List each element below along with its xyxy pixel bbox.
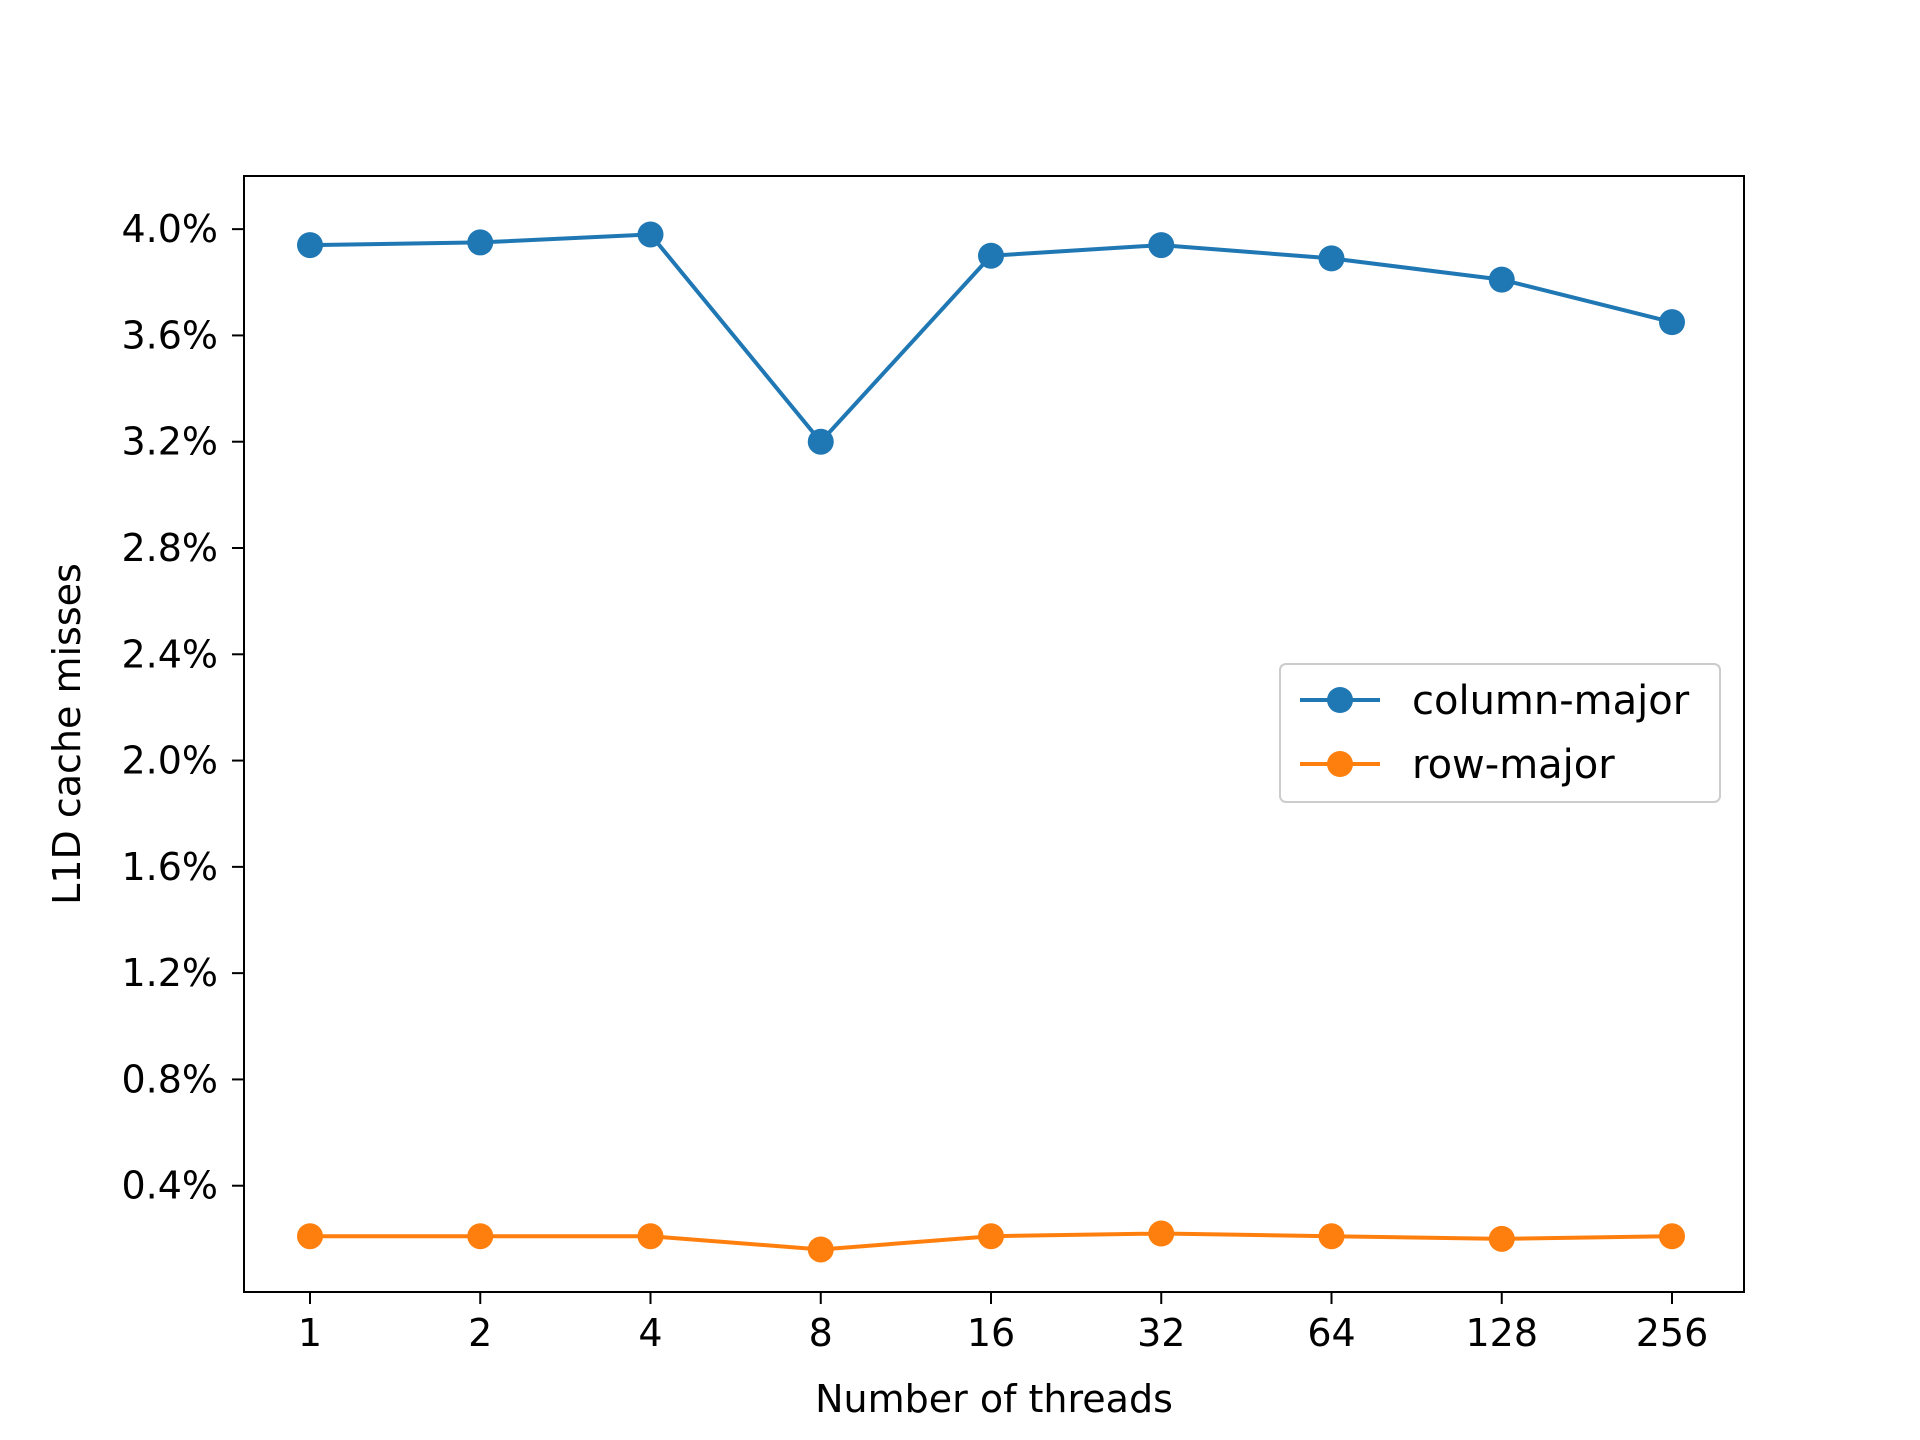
y-tick-label: 2.0% [121, 739, 218, 783]
plot-frame [243, 175, 1745, 1293]
x-tick-label: 16 [967, 1311, 1015, 1355]
x-tick-label: 4 [638, 1311, 662, 1355]
data-point-column-major [467, 229, 494, 256]
legend: column-major row-major [1279, 663, 1721, 803]
legend-marker-column-major [1327, 687, 1353, 713]
y-tick-label: 0.8% [121, 1057, 218, 1101]
x-axis-label: Number of threads [815, 1377, 1173, 1421]
y-tick-label: 2.8% [121, 526, 218, 570]
y-tick-label: 0.4% [121, 1164, 218, 1208]
legend-label-row-major: row-major [1412, 742, 1615, 788]
legend-box [1279, 663, 1721, 803]
x-tick-label: 128 [1465, 1311, 1538, 1355]
y-tick-label: 2.4% [121, 632, 218, 676]
y-axis-label: L1D cache misses [45, 563, 89, 905]
y-tick-label: 1.2% [121, 951, 218, 995]
data-point-row-major [1318, 1223, 1345, 1250]
y-tick-label: 3.6% [121, 313, 218, 357]
x-tick-label: 1 [298, 1311, 322, 1355]
data-point-row-major [297, 1223, 323, 1250]
series-layer [297, 221, 1685, 1263]
data-point-row-major [1488, 1225, 1515, 1252]
x-axis: 1 2 4 8 16 32 64 128 256 [298, 1292, 1708, 1355]
x-tick-label: 64 [1307, 1311, 1355, 1355]
y-axis: 0.4% 0.8% 1.2% 1.6% 2.0% 2.4% 2.8% 3.2% 3.6% 4.0% [121, 207, 244, 1208]
data-point-row-major [807, 1236, 834, 1263]
data-point-column-major [807, 428, 834, 455]
x-tick-label: 32 [1137, 1311, 1185, 1355]
x-tick-label: 8 [809, 1311, 833, 1355]
data-point-column-major [637, 221, 664, 248]
data-point-column-major [297, 232, 323, 259]
y-tick-label: 4.0% [121, 207, 218, 251]
data-point-column-major [1488, 266, 1515, 293]
data-point-column-major [1318, 245, 1345, 272]
data-point-row-major [1148, 1220, 1175, 1247]
x-tick-label: 256 [1636, 1311, 1709, 1355]
y-tick-label: 3.2% [121, 420, 218, 464]
legend-marker-row-major [1327, 751, 1353, 777]
legend-label-column-major: column-major [1412, 678, 1690, 724]
data-point-column-major [1148, 232, 1175, 259]
data-point-column-major [1659, 309, 1685, 336]
y-tick-label: 1.6% [121, 845, 218, 889]
data-point-column-major [978, 242, 1004, 269]
data-point-row-major [467, 1223, 494, 1250]
data-point-row-major [637, 1223, 664, 1250]
data-point-row-major [978, 1223, 1004, 1250]
x-tick-label: 2 [468, 1311, 492, 1355]
data-point-row-major [1659, 1223, 1685, 1250]
